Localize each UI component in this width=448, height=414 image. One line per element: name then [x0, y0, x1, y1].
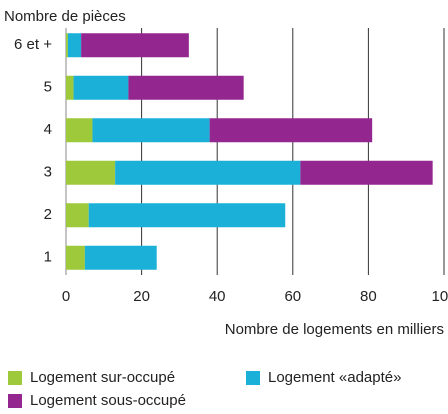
x-tick-label: 0 — [62, 288, 70, 305]
bar-segment — [67, 33, 82, 58]
bar-segment — [128, 75, 244, 100]
y-tick-label: 5 — [44, 79, 52, 96]
bar-segment — [66, 118, 93, 143]
x-tick-label: 40 — [209, 288, 226, 305]
x-tick-label: 20 — [133, 288, 150, 305]
bar-segment — [66, 245, 85, 270]
y-tick-label: 4 — [44, 121, 52, 138]
bar-segment — [92, 118, 210, 143]
bar-segment — [300, 160, 433, 185]
bar-segment — [115, 160, 301, 185]
legend-label: Logement sous-occupé — [30, 392, 186, 409]
legend-swatch — [8, 394, 22, 408]
x-tick-label: 80 — [360, 288, 377, 305]
legend-label: Logement sur-occupé — [30, 369, 175, 386]
bar-segment — [81, 33, 189, 58]
y-axis-title: Nombre de pièces — [4, 8, 126, 25]
y-tick-label: 2 — [44, 206, 52, 223]
y-tick-label: 3 — [44, 164, 52, 181]
bar-segment — [209, 118, 373, 143]
y-tick-label: 1 — [44, 249, 52, 266]
bar-segment — [66, 75, 74, 100]
x-tick-label: 100 — [431, 288, 448, 305]
bar-segment — [66, 33, 68, 58]
legend-label: Logement «adapté» — [268, 369, 401, 386]
bar-segment — [88, 203, 286, 228]
bar-segment — [84, 245, 157, 270]
x-axis-title: Nombre de logements en milliers — [225, 321, 444, 338]
y-tick-label: 6 et + — [14, 36, 52, 53]
x-tick-label: 60 — [284, 288, 301, 305]
bar-segment — [66, 203, 89, 228]
legend-swatch — [246, 371, 260, 385]
legend-swatch — [8, 371, 22, 385]
bar-segment — [73, 75, 129, 100]
bar-segment — [66, 160, 116, 185]
